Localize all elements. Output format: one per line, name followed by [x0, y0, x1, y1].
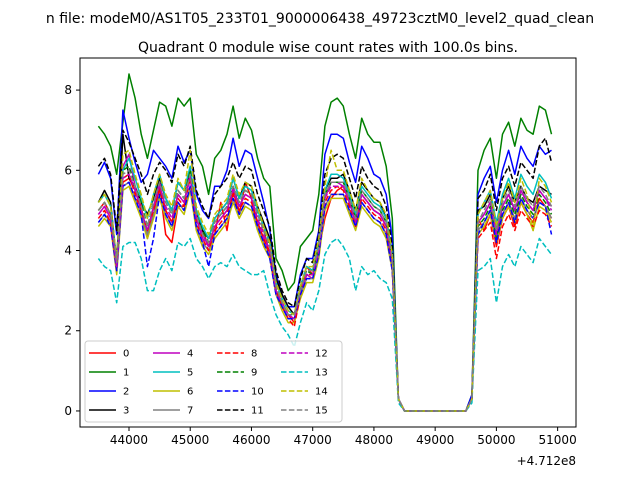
- series-layer: [97, 73, 553, 412]
- x-tick-label: 44000: [110, 433, 148, 447]
- x-tick-label: 48000: [355, 433, 393, 447]
- chart-title: Quadrant 0 module wise count rates with …: [138, 40, 518, 56]
- legend-frame: [84, 340, 343, 423]
- x-axis: 44000 45000 46000 47000 48000 49000 50000 51000: [110, 427, 577, 447]
- series-13-line: [97, 237, 553, 412]
- legend-label-13: 13: [315, 368, 328, 379]
- y-tick-label: 2: [64, 324, 72, 338]
- x-tick-label: 50000: [477, 433, 515, 447]
- y-tick-label: 0: [64, 404, 72, 418]
- x-offset-label: +4.712e8: [517, 454, 576, 468]
- legend-label-7: 7: [187, 406, 193, 417]
- series-15-line: [97, 169, 553, 412]
- plot-frame: [79, 57, 577, 428]
- legend-label-11: 11: [251, 406, 264, 417]
- series-12-line: [97, 173, 553, 412]
- legend-label-9: 9: [251, 368, 257, 379]
- legend-label-12: 12: [315, 349, 328, 360]
- legend-label-0: 0: [123, 349, 129, 360]
- x-tick-label: 51000: [539, 433, 577, 447]
- figure-suptitle: n file: modeM0/AS1T05_233T01_9000006438_…: [46, 11, 594, 27]
- x-tick-label: 46000: [232, 433, 270, 447]
- legend-label-3: 3: [123, 406, 129, 417]
- legend-label-2: 2: [123, 387, 129, 398]
- y-tick-label: 6: [64, 163, 72, 177]
- y-tick-label: 4: [64, 244, 72, 258]
- y-axis: 0 2 4 6 8: [64, 83, 80, 418]
- legend-label-4: 4: [187, 349, 193, 360]
- legend-label-10: 10: [251, 387, 264, 398]
- legend-label-8: 8: [251, 349, 257, 360]
- legend-label-6: 6: [187, 387, 193, 398]
- x-tick-label: 49000: [416, 433, 454, 447]
- x-tick-label: 45000: [171, 433, 209, 447]
- x-tick-label: 47000: [294, 433, 332, 447]
- legend-label-15: 15: [315, 406, 328, 417]
- legend-label-1: 1: [123, 368, 129, 379]
- y-tick-label: 8: [64, 83, 72, 97]
- legend-label-5: 5: [187, 368, 193, 379]
- legend-label-14: 14: [315, 387, 328, 398]
